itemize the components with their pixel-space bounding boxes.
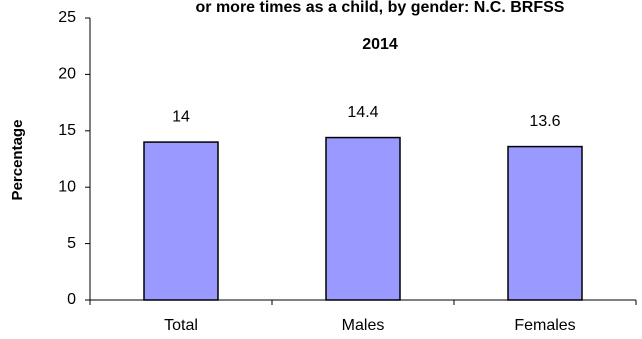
bar: [325, 136, 401, 301]
chart-title: 2014: [362, 36, 398, 53]
y-tick-label: 5: [67, 235, 76, 252]
value-label: 13.6: [529, 113, 560, 130]
y-axis-label: Percentage: [9, 120, 26, 201]
value-label: 14.4: [347, 104, 378, 121]
x-tick-label: Females: [514, 317, 575, 334]
y-tick-label: 15: [58, 122, 76, 139]
x-tick-label: Males: [342, 317, 385, 334]
y-tick-label: 25: [58, 9, 76, 26]
y-tick-label: 0: [67, 291, 76, 308]
y-tick-label: 20: [58, 66, 76, 83]
x-tick-label: Total: [164, 317, 198, 334]
value-label: 14: [172, 108, 190, 125]
bar: [143, 141, 219, 301]
y-tick-label: 10: [58, 178, 76, 195]
bar: [507, 145, 583, 301]
chart-title: or more times as a child, by gender: N.C…: [196, 0, 565, 16]
